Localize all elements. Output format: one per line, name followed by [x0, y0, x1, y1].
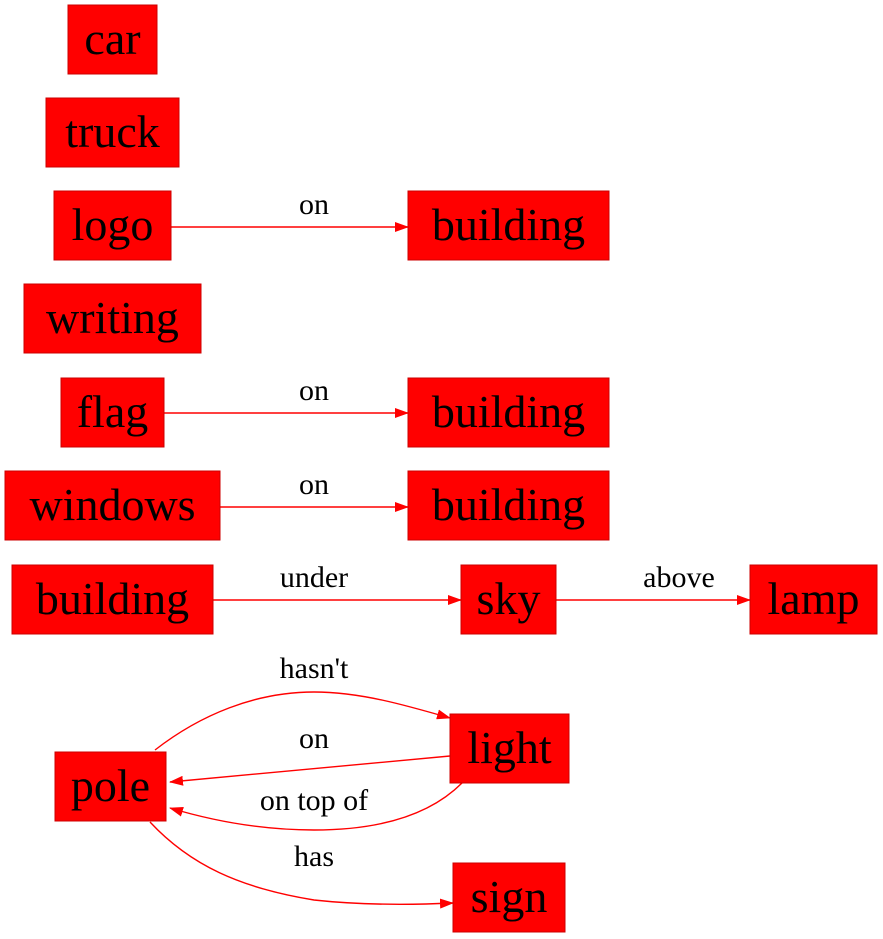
node-label: windows [29, 479, 195, 530]
node-label: building [432, 199, 585, 250]
node-writing: writing [23, 283, 202, 354]
node-label: building [36, 573, 189, 624]
edge-label: has [294, 840, 334, 873]
edge-label: above [643, 561, 715, 594]
node-label: pole [71, 760, 150, 811]
node-label: light [467, 722, 552, 773]
node-box [4, 470, 221, 541]
edge-sky-above-lamp: above [556, 561, 751, 605]
edge-line [154, 691, 451, 751]
edge-label: under [280, 561, 348, 594]
edge-label: on [299, 468, 329, 501]
node-box [67, 4, 158, 75]
node-box [45, 97, 180, 168]
node-box [749, 564, 878, 635]
node-lamp: lamp [749, 564, 878, 635]
node-box [11, 564, 214, 635]
edge-line [149, 821, 454, 909]
node-label: sign [471, 871, 548, 922]
edge-pole-hasnt-light: hasn't [154, 652, 451, 751]
node-car: car [67, 4, 158, 75]
node-label: car [84, 13, 140, 64]
edge-building-under-sky: under [213, 561, 462, 605]
node-box [23, 283, 202, 354]
edge-line [169, 755, 451, 786]
edge-light-on-pole: on [169, 722, 451, 786]
node-label: logo [72, 199, 154, 250]
node-label: building [432, 386, 585, 437]
node-label: lamp [768, 573, 860, 624]
node-box [449, 713, 570, 784]
edge-windows-on-building: on [220, 468, 409, 512]
node-building-1: building [407, 190, 610, 261]
node-windows: windows [4, 470, 221, 541]
node-label: building [432, 479, 585, 530]
edge-flag-on-building: on [164, 374, 409, 418]
edge-pole-has-sign: has [149, 821, 454, 909]
edge-label: on [299, 188, 329, 221]
edge-logo-on-building: on [171, 188, 409, 232]
edge-label: on [299, 722, 329, 755]
node-box [60, 377, 165, 448]
edge-line [169, 782, 463, 831]
node-label: writing [46, 292, 179, 343]
node-label: truck [65, 106, 160, 157]
node-box [407, 190, 610, 261]
node-building-4: building [11, 564, 214, 635]
edge-label: on top of [260, 784, 368, 817]
edge-label: hasn't [280, 652, 349, 685]
node-light: light [449, 713, 570, 784]
node-box [452, 862, 566, 933]
node-building-2: building [407, 377, 610, 448]
node-box [54, 751, 167, 822]
node-logo: logo [53, 190, 172, 261]
node-label: flag [77, 386, 149, 437]
node-pole: pole [54, 751, 167, 822]
edge-light-on-top-of-pole: on top of [169, 782, 463, 831]
node-box [407, 377, 610, 448]
node-sign: sign [452, 862, 566, 933]
node-sky: sky [460, 564, 557, 635]
node-label: sky [477, 573, 541, 624]
node-box [407, 470, 610, 541]
node-flag: flag [60, 377, 165, 448]
node-box [53, 190, 172, 261]
node-box [460, 564, 557, 635]
node-truck: truck [45, 97, 180, 168]
node-building-3: building [407, 470, 610, 541]
edge-label: on [299, 374, 329, 407]
